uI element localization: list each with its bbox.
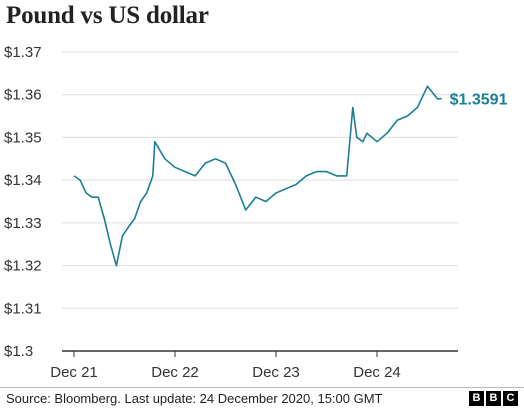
bbc-logo-letter: C	[503, 391, 518, 406]
annotation-layer: $1.3591	[450, 92, 508, 109]
chart-title: Pound vs US dollar	[6, 2, 209, 29]
y-tick-label: $1.35	[4, 129, 42, 146]
series-layer	[73, 85, 442, 267]
bbc-logo-letter: B	[469, 391, 484, 406]
y-tick-label: $1.36	[4, 87, 42, 104]
x-tick-label: Dec 22	[151, 364, 199, 381]
series-line	[73, 85, 442, 267]
bbc-logo: B B C	[469, 391, 518, 406]
source-note: Source: Bloomberg. Last update: 24 Decem…	[6, 391, 383, 406]
footer-divider	[0, 387, 524, 388]
y-tick-label: $1.37	[4, 44, 42, 61]
y-tick-label: $1.31	[4, 300, 42, 317]
x-tick-label: Dec 23	[252, 364, 300, 381]
latest-value-label: $1.3591	[450, 92, 508, 109]
y-tick-label: $1.32	[4, 258, 42, 275]
line-chart: $1.3$1.31$1.32$1.33$1.34$1.35$1.36$1.37 …	[4, 44, 508, 381]
x-tick-label: Dec 24	[353, 364, 401, 381]
x-axis-ticks: Dec 21 Dec 22 Dec 23 Dec 24	[50, 351, 401, 381]
y-tick-label: $1.34	[4, 172, 42, 189]
y-tick-label: $1.33	[4, 215, 42, 232]
bbc-logo-letter: B	[486, 391, 501, 406]
y-tick-label: $1.3	[4, 343, 33, 360]
x-tick-label: Dec 21	[50, 364, 98, 381]
grid-lines	[62, 51, 458, 352]
y-axis-ticks: $1.3 $1.31 $1.32 $1.33 $1.34 $1.35 $1.36 $1.37	[4, 44, 42, 360]
